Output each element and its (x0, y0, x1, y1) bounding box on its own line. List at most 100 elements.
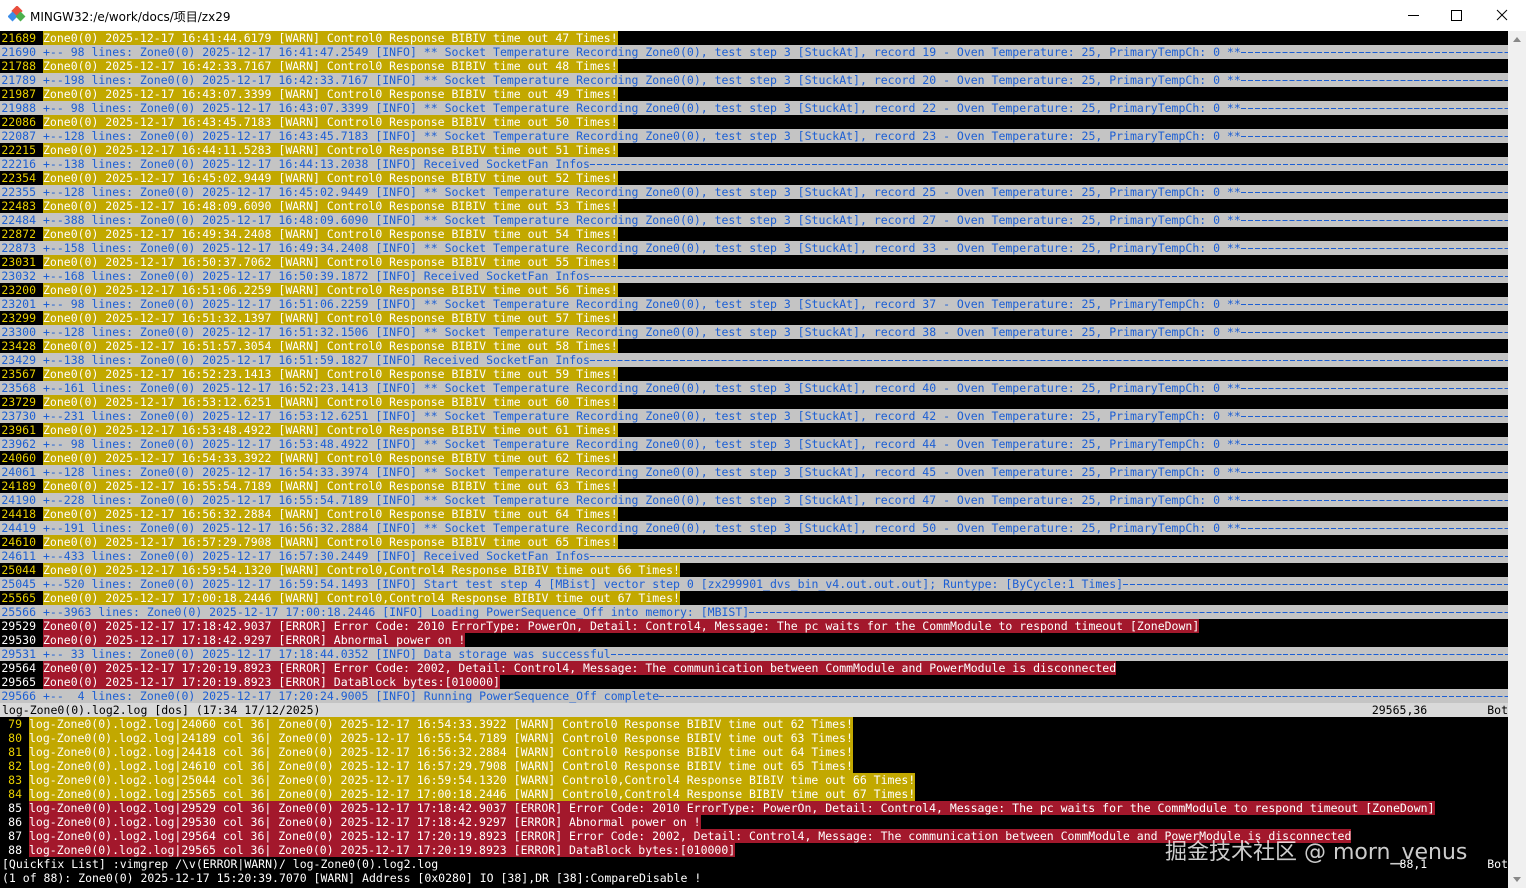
close-button[interactable] (1496, 9, 1508, 21)
line-number: 23201 (1, 297, 36, 311)
line-number: 85 (8, 801, 22, 815)
log-line: 29564 Zone0(0) 2025-12-17 17:20:19.8923 [… (0, 661, 1508, 675)
fold-fill (610, 647, 1508, 661)
line-text: +-- 98 lines: Zone0(0) 2025-12-17 16:41:… (43, 45, 1241, 59)
log-line: 84 log-Zone0(0).log2.log|25565 col 36| Zo… (0, 787, 1508, 801)
watermark: 掘金技术社区 @ morn_venus (1165, 840, 1468, 865)
log-line: 25045 +--520 lines: Zone0(0) 2025-12-17 1… (0, 577, 1508, 591)
log-line: 23200 Zone0(0) 2025-12-17 16:51:06.2259 [… (0, 283, 1508, 297)
log-line: 87 log-Zone0(0).log2.log|29564 col 36| Zo… (0, 829, 1508, 843)
line-text: +-- 33 lines: Zone0(0) 2025-12-17 17:18:… (43, 647, 611, 661)
log-line: 21987 Zone0(0) 2025-12-17 16:43:07.3399 [… (0, 87, 1508, 101)
line-number: 23428 (1, 339, 36, 353)
fold-fill (1240, 101, 1508, 115)
line-number: 86 (8, 815, 22, 829)
log-line: 21689 Zone0(0) 2025-12-17 16:41:44.6179 [… (0, 31, 1508, 45)
fold-fill (659, 689, 1508, 703)
line-number: 21789 (1, 73, 36, 87)
line-number: 23567 (1, 367, 36, 381)
line-number: 22873 (1, 241, 36, 255)
line-number: 21690 (1, 45, 36, 59)
line-text: Zone0(0) 2025-12-17 17:20:19.8923 [ERROR… (43, 661, 1117, 675)
line-text: log-Zone0(0).log2.log|29530 col 36| Zone… (29, 815, 701, 829)
status-right: 29565,36 Bot (1372, 703, 1508, 717)
line-text: Zone0(0) 2025-12-17 16:42:33.7167 [WARN]… (43, 59, 618, 73)
line-number: 23568 (1, 381, 36, 395)
scrollbar[interactable] (1508, 31, 1526, 888)
fold-fill (589, 353, 1508, 367)
log-line: 23031 Zone0(0) 2025-12-17 16:50:37.7062 [… (0, 255, 1508, 269)
log-line: 85 log-Zone0(0).log2.log|29529 col 36| Zo… (0, 801, 1508, 815)
line-number: 25044 (1, 563, 36, 577)
log-line: 23300 +--128 lines: Zone0(0) 2025-12-17 1… (0, 325, 1508, 339)
line-number: 23299 (1, 311, 36, 325)
line-text: +--191 lines: Zone0(0) 2025-12-17 16:56:… (43, 521, 1241, 535)
line-number: 24418 (1, 507, 36, 521)
fold-fill (1240, 73, 1508, 87)
line-text: Zone0(0) 2025-12-17 16:54:33.3922 [WARN]… (43, 451, 618, 465)
log-line: 23568 +--161 lines: Zone0(0) 2025-12-17 1… (0, 381, 1508, 395)
fold-fill (1240, 241, 1508, 255)
line-text: Zone0(0) 2025-12-17 16:53:12.6251 [WARN]… (43, 395, 618, 409)
log-line: 22872 Zone0(0) 2025-12-17 16:49:34.2408 [… (0, 227, 1508, 241)
line-number: 23032 (1, 269, 36, 283)
line-number: 23729 (1, 395, 36, 409)
line-number: 82 (8, 759, 22, 773)
line-number: 29566 (1, 689, 36, 703)
line-text: +--138 lines: Zone0(0) 2025-12-17 16:44:… (43, 157, 590, 171)
line-text: Zone0(0) 2025-12-17 16:43:07.3399 [WARN]… (43, 87, 618, 101)
line-text: Zone0(0) 2025-12-17 16:52:23.1413 [WARN]… (43, 367, 618, 381)
log-line: 23299 Zone0(0) 2025-12-17 16:51:32.1397 [… (0, 311, 1508, 325)
maximize-button[interactable] (1451, 10, 1462, 21)
line-text: +--128 lines: Zone0(0) 2025-12-17 16:54:… (43, 465, 1241, 479)
line-text: Zone0(0) 2025-12-17 16:55:54.7189 [WARN]… (43, 479, 618, 493)
line-text: log-Zone0(0).log2.log|24610 col 36| Zone… (29, 759, 853, 773)
line-number: 29565 (1, 675, 36, 689)
fold-fill (749, 605, 1508, 619)
line-number: 22483 (1, 199, 36, 213)
log-line: 83 log-Zone0(0).log2.log|25044 col 36| Zo… (0, 773, 1508, 787)
line-number: 23300 (1, 325, 36, 339)
log-line: 25044 Zone0(0) 2025-12-17 16:59:54.1320 [… (0, 563, 1508, 577)
line-number: 22087 (1, 129, 36, 143)
line-text: Zone0(0) 2025-12-17 16:43:45.7183 [WARN]… (43, 115, 618, 129)
line-number: 22354 (1, 171, 36, 185)
log-line: 79 log-Zone0(0).log2.log|24060 col 36| Zo… (0, 717, 1508, 731)
line-number: 21689 (1, 31, 36, 45)
line-number: 87 (8, 829, 22, 843)
log-line: 22215 Zone0(0) 2025-12-17 16:44:11.5283 [… (0, 143, 1508, 157)
app-icon (8, 6, 26, 22)
status-right: 88,1 Bot (1400, 857, 1508, 871)
log-line: 24060 Zone0(0) 2025-12-17 16:54:33.3922 [… (0, 451, 1508, 465)
log-line: 24610 Zone0(0) 2025-12-17 16:57:29.7908 [… (0, 535, 1508, 549)
fold-fill (589, 269, 1508, 283)
line-number: 25045 (1, 577, 36, 591)
line-number: 23429 (1, 353, 36, 367)
line-text: Zone0(0) 2025-12-17 17:18:42.9297 [ERROR… (43, 633, 466, 647)
fold-fill (1240, 129, 1508, 143)
line-text: log-Zone0(0).log2.log|24060 col 36| Zone… (29, 717, 853, 731)
log-line: 29531 +-- 33 lines: Zone0(0) 2025-12-17 1… (0, 647, 1508, 661)
line-number: 24419 (1, 521, 36, 535)
line-text: +--168 lines: Zone0(0) 2025-12-17 16:50:… (43, 269, 590, 283)
line-number: 24610 (1, 535, 36, 549)
line-number: 24611 (1, 549, 36, 563)
fold-fill (1240, 409, 1508, 423)
log-line: 23730 +--231 lines: Zone0(0) 2025-12-17 1… (0, 409, 1508, 423)
fold-fill (1240, 325, 1508, 339)
log-line: 23729 Zone0(0) 2025-12-17 16:53:12.6251 [… (0, 395, 1508, 409)
status-line: log-Zone0(0).log2.log [dos] (17:34 17/12… (0, 703, 1508, 717)
ruler: 88,1 (1399, 857, 1428, 871)
line-text: +--198 lines: Zone0(0) 2025-12-17 16:42:… (43, 73, 1241, 87)
status-text: log-Zone0(0).log2.log [dos] (17:34 17/12… (2, 703, 321, 717)
line-number: 21987 (1, 87, 36, 101)
log-line: 23962 +-- 98 lines: Zone0(0) 2025-12-17 1… (0, 437, 1508, 451)
line-text: Zone0(0) 2025-12-17 17:00:18.2446 [WARN]… (43, 591, 680, 605)
window-controls[interactable] (1396, 0, 1526, 31)
log-line: 88 log-Zone0(0).log2.log|29565 col 36| Zo… (0, 843, 1508, 857)
log-line: 22483 Zone0(0) 2025-12-17 16:48:09.6090 [… (0, 199, 1508, 213)
fold-fill (1240, 465, 1508, 479)
log-line: 22873 +--158 lines: Zone0(0) 2025-12-17 1… (0, 241, 1508, 255)
line-text: Zone0(0) 2025-12-17 16:51:57.3054 [WARN]… (43, 339, 618, 353)
